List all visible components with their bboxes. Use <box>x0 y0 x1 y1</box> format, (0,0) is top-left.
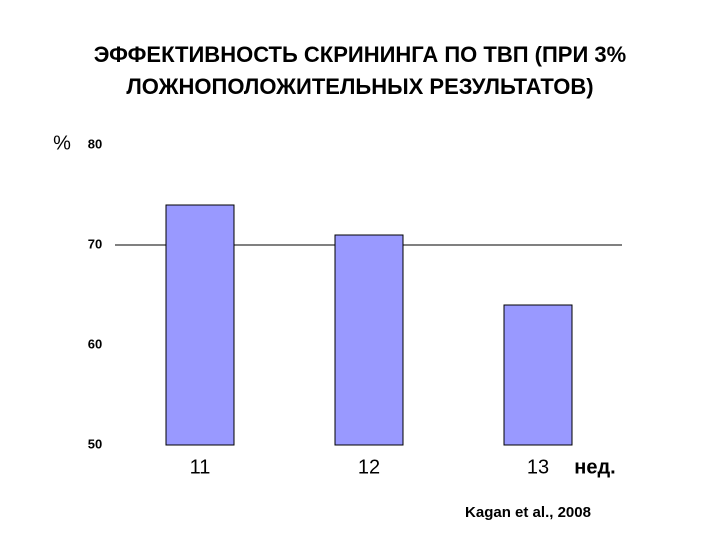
y-tick-label: 50 <box>88 436 102 451</box>
y-tick-label: 60 <box>88 336 102 351</box>
bar <box>334 234 404 446</box>
y-axis-label: % <box>53 132 71 154</box>
y-tick-label: 70 <box>88 236 102 251</box>
chart-title: ЭФФЕКТИВНОСТЬ СКРИНИНГА ПО ТВП (ПРИ 3% <box>94 42 626 67</box>
x-axis-label: нед. <box>574 456 615 478</box>
bar <box>503 304 573 446</box>
x-tick-label: 11 <box>190 456 211 478</box>
source-note: Kagan et al., 2008 <box>465 504 591 521</box>
bar <box>165 204 235 446</box>
x-tick-label: 13 <box>527 456 549 478</box>
y-tick-label: 80 <box>88 136 102 151</box>
chart-title: ЛОЖНОПОЛОЖИТЕЛЬНЫХ РЕЗУЛЬТАТОВ) <box>126 74 593 99</box>
x-tick-label: 12 <box>358 456 380 478</box>
